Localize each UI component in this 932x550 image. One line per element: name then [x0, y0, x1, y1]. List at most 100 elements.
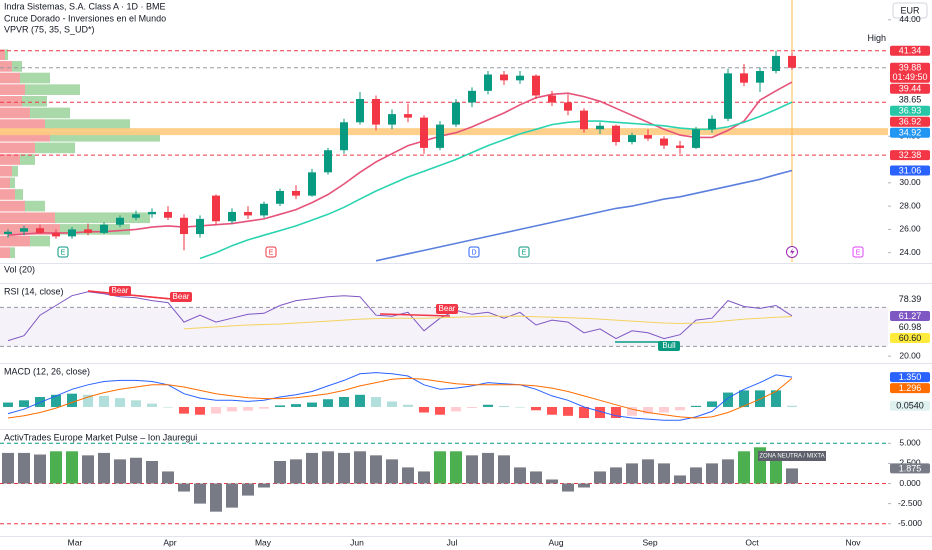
event-marker: [852, 246, 864, 258]
price-tag-label: 41.34: [899, 46, 922, 56]
candle-body: [660, 138, 668, 146]
histogram-bar: [131, 400, 141, 407]
event-label: E: [856, 249, 861, 256]
candle-body: [420, 117, 428, 148]
pulse-bar: [386, 459, 398, 484]
price-tag: [890, 127, 930, 138]
candle-body: [452, 102, 460, 125]
profile-up: [10, 177, 15, 189]
pulse-bar: [514, 467, 526, 484]
candle-body: [772, 55, 780, 72]
y-tick-label: 0.000: [899, 478, 921, 488]
pulse-bar: [354, 451, 366, 484]
histogram-bar: [691, 405, 701, 407]
x-tick-label: May: [255, 537, 272, 547]
histogram-bar: [643, 406, 653, 414]
histogram-bar: [3, 402, 13, 407]
histogram-bar: [451, 406, 461, 412]
histogram-bar: [19, 400, 29, 407]
histogram-bar: [291, 404, 301, 407]
pulse-bar: [674, 475, 686, 484]
pulse-bar: [402, 467, 414, 484]
series-line: [7, 377, 793, 419]
currency-box[interactable]: [892, 2, 928, 19]
candle-body: [372, 98, 380, 125]
pulse-bar: [258, 483, 270, 488]
histogram-bar: [339, 397, 349, 407]
x-tick-label: Mar: [68, 537, 83, 547]
candle-body: [36, 228, 44, 233]
histogram-bar: [723, 392, 733, 407]
candle-body: [340, 122, 348, 151]
pulse-bar: [690, 467, 702, 484]
pulse-bar: [130, 457, 142, 484]
divergence-box: [170, 292, 192, 302]
pulse-bar: [466, 455, 478, 484]
divergence-label: Bear: [439, 304, 456, 313]
divergence-label: Bear: [112, 286, 129, 295]
pulse-bar: [66, 451, 78, 484]
price-tag-label: 39.44: [899, 84, 922, 94]
pulse-bar: [274, 460, 286, 484]
histogram-bar: [179, 406, 189, 414]
pulse-bar: [626, 463, 638, 484]
candle-body: [580, 110, 588, 130]
y-tick-label: 5.000: [899, 438, 921, 448]
pulse-bar: [594, 471, 606, 484]
profile-up: [12, 165, 18, 177]
x-tick-label: Jun: [350, 537, 364, 547]
x-tick-label: Apr: [163, 537, 176, 547]
divergence-label: Bull: [662, 341, 676, 350]
pulse-bar: [2, 452, 14, 484]
profile-up: [15, 189, 23, 200]
candle-body: [548, 95, 556, 103]
profile-down: [0, 212, 55, 224]
profile-up: [25, 200, 45, 212]
histogram-bar: [147, 403, 157, 407]
event-marker: [57, 246, 69, 258]
pulse-bar: [34, 454, 46, 484]
pulse-bar: [530, 471, 542, 484]
y-tick-label: 2.500: [899, 458, 921, 468]
series-line: [183, 315, 793, 330]
price-tag: [890, 321, 930, 332]
price-tag-label: 39.88: [899, 63, 922, 73]
pulse-bar: [450, 451, 462, 484]
profile-up: [30, 235, 50, 247]
pulse-bar: [322, 451, 334, 484]
price-tag: [890, 83, 930, 94]
histogram-bar: [99, 395, 109, 407]
profile-up: [20, 154, 35, 165]
candle-body: [644, 135, 652, 139]
histogram-bar: [307, 402, 317, 407]
price-tag: [890, 294, 930, 305]
profile-down: [0, 177, 10, 189]
candle-body: [164, 211, 172, 218]
histogram-bar: [243, 406, 253, 411]
pulse-bar: [562, 483, 574, 492]
price-tag: [890, 116, 930, 127]
pulse-bar: [722, 459, 734, 484]
profile-down: [0, 224, 60, 235]
candle-body: [788, 55, 796, 68]
candle-body: [388, 114, 396, 125]
candle-body: [196, 218, 204, 235]
candle-body: [708, 118, 716, 130]
price-tag-label: 36.92: [899, 117, 922, 127]
pulse-bar: [290, 459, 302, 484]
histogram-bar: [499, 405, 509, 407]
profile-up: [25, 84, 80, 95]
histogram-bar: [83, 394, 93, 407]
pulse-bar: [546, 479, 558, 484]
pulse-bar: [146, 460, 158, 484]
price-tag: [890, 383, 930, 394]
price-tag-label: 61.27: [899, 311, 922, 321]
candle-body: [404, 114, 412, 118]
countdown: 01:49:50: [892, 72, 927, 82]
pulse-bar: [50, 451, 62, 484]
y-tick-label: 30.00: [899, 177, 921, 187]
candle-body: [228, 211, 236, 222]
profile-up: [5, 49, 8, 61]
pulse-bar: [210, 483, 222, 512]
